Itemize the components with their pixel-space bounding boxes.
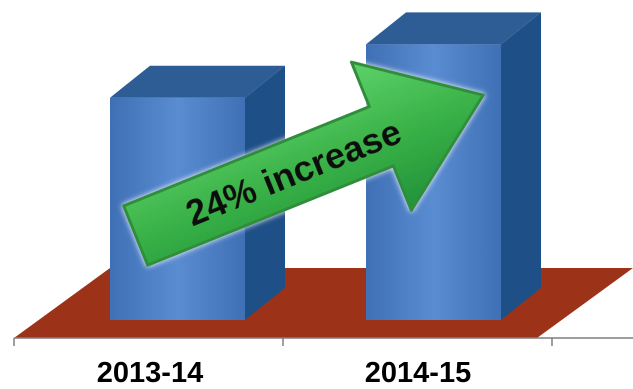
arrow-shape	[122, 60, 485, 267]
x-tick-label: 2013-14	[97, 357, 203, 389]
x-tick-label: 2014-15	[365, 357, 471, 389]
bar-side-face	[501, 12, 541, 320]
x-axis	[13, 337, 633, 346]
bar-top-face	[366, 12, 541, 45]
bar-top-face	[110, 65, 285, 98]
